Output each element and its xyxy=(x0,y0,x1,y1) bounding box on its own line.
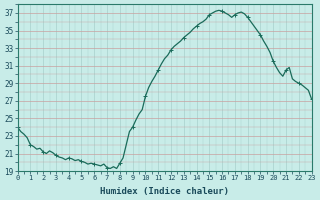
X-axis label: Humidex (Indice chaleur): Humidex (Indice chaleur) xyxy=(100,187,229,196)
